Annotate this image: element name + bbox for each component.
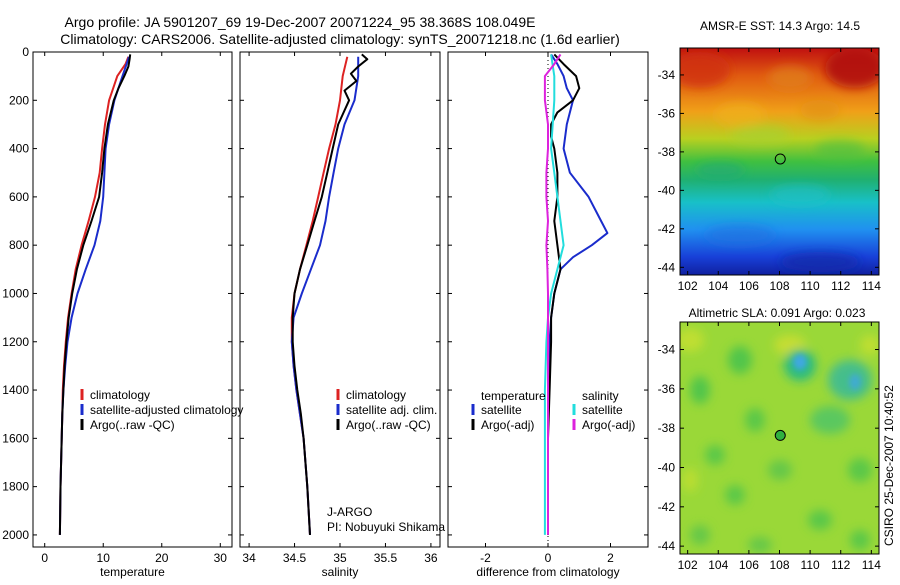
temperature-xaxis-label: temperature <box>100 565 165 579</box>
legend-entry: Argo(..raw -QC) <box>346 418 431 432</box>
salinity-profile-panel: 34 34.5 35 35.5 36 salinity climatologysatelli… <box>239 51 445 579</box>
temperature-axes-box <box>32 51 233 548</box>
depth-tick-label: 400 <box>9 142 29 156</box>
salinity-series-argo-raw-qc <box>291 53 369 535</box>
legend-entry: satellite-adjusted climatology <box>90 403 243 417</box>
figure-title-line1: Argo profile: JA 5901207_69 19-Dec-2007 … <box>65 14 536 30</box>
sst-map-title: AMSR-E SST: 14.3 Argo: 14.5 <box>700 19 860 33</box>
sla_map-lon-tick: 114 <box>862 558 881 572</box>
temperature-xtick-label: 20 <box>155 551 169 565</box>
sla_map-lat-tick: -44 <box>658 539 676 553</box>
difference-series-salinity-argo-adj <box>543 53 562 535</box>
sst_map-lon-tick: 112 <box>831 279 850 293</box>
difference-xtick-label: 2 <box>607 551 614 565</box>
legend-entry: satellite <box>582 403 623 417</box>
sla_map-lon-tick: 104 <box>708 558 728 572</box>
figure-title-line2: Climatology: CARS2006. Satellite-adjuste… <box>60 31 620 47</box>
sst_map-lon-tick: 110 <box>801 279 820 293</box>
sla_map-lat-tick: -40 <box>658 460 676 474</box>
salinity-axes-box <box>239 51 441 548</box>
depth-tick-label: 0 <box>22 45 29 59</box>
sst-map-field <box>680 48 879 275</box>
temperature-series-argo-raw-qc <box>58 54 132 535</box>
sla_map-lon-tick: 112 <box>831 558 850 572</box>
legend-entry: climatology <box>346 388 406 402</box>
salinity-xtick-label: 35 <box>333 551 347 565</box>
sla_map-lon-tick: 108 <box>769 558 789 572</box>
sst_map-lat-tick: -44 <box>658 260 676 274</box>
difference-series-temperature-satellite <box>547 53 609 535</box>
difference-series-salinity-satellite <box>543 54 565 535</box>
sla_map-lat-tick: -42 <box>658 500 676 514</box>
legend-entry: Argo(..raw -QC) <box>90 418 175 432</box>
depth-tick-label: 200 <box>9 93 29 107</box>
difference-xaxis-label: difference from climatology <box>476 565 619 579</box>
sst_map-lat-tick: -38 <box>658 145 676 159</box>
temperature-xtick-label: 30 <box>214 551 228 565</box>
salinity-xtick-label: 34 <box>242 551 256 565</box>
sla-map-title: Altimetric SLA: 0.091 Argo: 0.023 <box>689 306 866 320</box>
argo-position-marker-sla <box>774 429 786 441</box>
legend-entry: Argo(-adj) <box>582 418 635 432</box>
sst_map-lat-tick: -34 <box>658 68 676 82</box>
salinity-series-satellite-adj-clim <box>290 56 360 535</box>
depth-tick-label: 1800 <box>2 480 29 494</box>
depth-tick-label: 1600 <box>2 431 29 445</box>
salinity-xtick-label: 36 <box>424 551 438 565</box>
sla_map-lon-tick: 106 <box>739 558 759 572</box>
legend-salinity-title: salinity <box>582 389 619 403</box>
depth-tick-label: 600 <box>9 190 29 204</box>
difference-xtick-label: -2 <box>480 551 491 565</box>
salinity-xtick-label: 35.5 <box>374 551 398 565</box>
salinity-xtick-label: 34.5 <box>283 551 307 565</box>
sla_map-lon-tick: 102 <box>678 558 698 572</box>
sla-map-panel: Altimetric SLA: 0.091 Argo: 0.023 <box>658 306 882 572</box>
sst_map-lat-tick: -36 <box>658 106 676 120</box>
sst_map-lon-tick: 102 <box>678 279 698 293</box>
sst_map-lon-tick: 104 <box>708 279 728 293</box>
depth-tick-label: 800 <box>9 238 29 252</box>
sst_map-lon-tick: 106 <box>739 279 759 293</box>
sst_map-lon-tick: 108 <box>769 279 789 293</box>
temperature-profile-panel: 0 10 20 30 temperature 0 200 400 600 800 1000 1200 1… <box>2 45 243 579</box>
legend-temperature-title: temperature <box>481 389 546 403</box>
difference-xtick-label: 0 <box>545 551 552 565</box>
argo-position-marker-sst <box>774 153 786 165</box>
depth-tick-label: 1000 <box>2 286 29 300</box>
legend-entry: climatology <box>90 388 150 402</box>
salinity-xaxis-label: salinity <box>322 565 359 579</box>
sst_map-lat-tick: -42 <box>658 222 676 236</box>
temperature-series-climatology <box>58 56 130 535</box>
sst-map-panel: AMSR-E SST: 14.3 Argo: 14.5 102 104 106 108… <box>658 19 882 293</box>
sst_map-lat-tick: -40 <box>658 183 676 197</box>
depth-tick-label: 1200 <box>2 335 29 349</box>
float-annotation: J-ARGO <box>327 505 372 519</box>
depth-tick-label: 1400 <box>2 383 29 397</box>
sla_map-lon-tick: 110 <box>801 558 820 572</box>
sla_map-lat-tick: -34 <box>658 343 676 357</box>
depth-tick-label: 2000 <box>2 528 29 542</box>
sla_map-lat-tick: -36 <box>658 382 676 396</box>
legend-entry: satellite adj. clim. <box>346 403 437 417</box>
legend-entry: satellite <box>481 403 522 417</box>
sst_map-lon-tick: 114 <box>862 279 881 293</box>
float-annotation: PI: Nobuyuki Shikama <box>327 520 445 534</box>
timestamp-label: CSIRO 25-Dec-2007 10:40:52 <box>882 385 896 546</box>
legend-entry: Argo(-adj) <box>481 418 534 432</box>
temperature-xtick-label: 10 <box>97 551 111 565</box>
temperature-xtick-label: 0 <box>41 551 48 565</box>
sla_map-lat-tick: -38 <box>658 421 676 435</box>
